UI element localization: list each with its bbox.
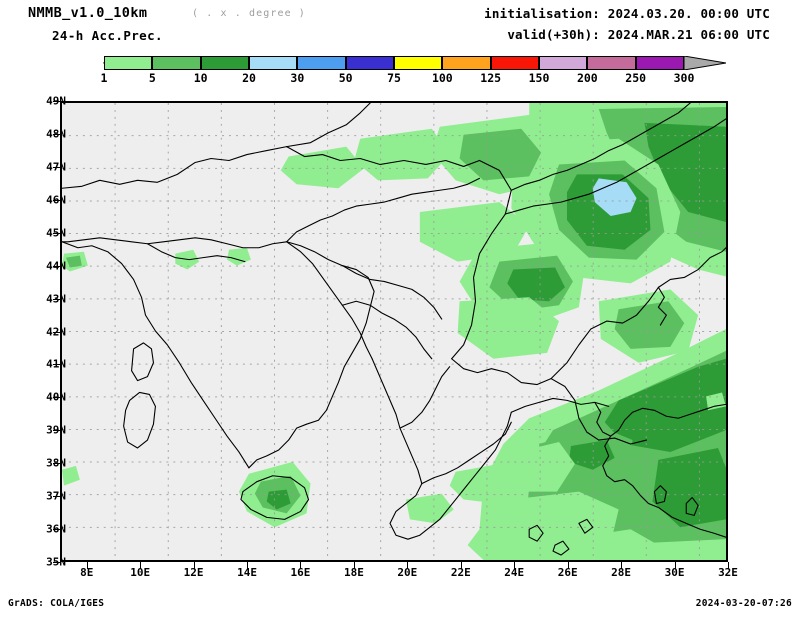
ytick-mark-47N: [53, 166, 60, 168]
colorbar-tick-30: 30: [290, 71, 305, 85]
colorbar-band-75: [394, 56, 443, 70]
colorbar-band-100: [442, 56, 491, 70]
ytick-mark-36N: [53, 529, 60, 531]
precipitation-map: [62, 103, 726, 560]
xtick-32E: 32E: [718, 566, 738, 579]
ytick-mark-46N: [53, 199, 60, 201]
valid-time: valid(+30h): 2024.MAR.21 06:00 UTC: [507, 27, 770, 42]
precip-contours: [62, 103, 726, 560]
ytick-mark-49N: [53, 101, 60, 102]
xtick-8E: 8E: [80, 566, 94, 579]
colorbar-band-250: [635, 56, 684, 70]
xtick-mark-24E: [514, 562, 516, 569]
render-timestamp: 2024-03-20-07:26: [695, 598, 792, 609]
colorbar-tick-100: 100: [431, 71, 453, 85]
xtick-mark-28E: [621, 562, 623, 569]
header-right-block: initialisation: 2024.03.20. 00:00 UTC va…: [420, 0, 800, 52]
colorbar-band-1: [104, 56, 153, 70]
ytick-mark-48N: [53, 133, 60, 135]
xtick-28E: 28E: [611, 566, 632, 579]
xtick-mark-8E: [86, 562, 88, 569]
colorbar-tick-300: 300: [673, 71, 695, 85]
colorbar-tick-200: 200: [576, 71, 598, 85]
initialisation-time: initialisation: 2024.03.20. 00:00 UTC: [484, 6, 770, 21]
xtick-14E: 14E: [237, 566, 257, 579]
colorbar-tick-250: 250: [625, 71, 647, 85]
colorbar-tick-125: 125: [480, 71, 502, 85]
colorbar-tick-5: 5: [148, 71, 156, 85]
xtick-mark-16E: [300, 562, 302, 569]
colorbar-band-5: [152, 56, 201, 70]
xtick-mark-32E: [728, 562, 729, 569]
xtick-12E: 12E: [183, 566, 204, 579]
xtick-10E: 10E: [130, 566, 151, 579]
colorbar-tick-50: 50: [338, 71, 353, 85]
coastline-overlay: [62, 103, 726, 556]
colorbar-band-10: [200, 56, 249, 70]
colorbar-tick-75: 75: [387, 71, 401, 85]
map-plot-area[interactable]: [60, 101, 728, 562]
xtick-mark-14E: [247, 562, 249, 569]
xtick-mark-26E: [567, 562, 569, 569]
xtick-30E: 30E: [664, 566, 685, 579]
colorbar-band-150: [539, 56, 588, 70]
colorbar-over-arrow: [684, 56, 726, 70]
colorbar-tick-1: 1: [100, 71, 108, 85]
colorbar-band-50: [345, 56, 394, 70]
ytick-mark-37N: [53, 496, 60, 498]
grads-credit: GrADS: COLA/IGES: [8, 598, 105, 609]
ytick-mark-45N: [53, 232, 60, 234]
xtick-mark-20E: [407, 562, 409, 569]
xtick-26E: 26E: [557, 566, 578, 579]
ytick-mark-44N: [53, 265, 60, 267]
colorbar-band-20: [249, 56, 298, 70]
colorbar-band-30: [297, 56, 346, 70]
xtick-mark-22E: [460, 562, 462, 569]
ytick-mark-39N: [53, 430, 60, 432]
colorbar-band-200: [587, 56, 636, 70]
xtick-20E: 20E: [397, 566, 418, 579]
xtick-24E: 24E: [504, 566, 525, 579]
xtick-22E: 22E: [450, 566, 471, 579]
ytick-mark-42N: [53, 331, 60, 333]
header-left-block: NMMB_v1.0_10km ( . x . degree ) 24-h Acc…: [0, 0, 420, 52]
xtick-mark-12E: [193, 562, 195, 569]
ytick-mark-38N: [53, 463, 60, 465]
ytick-mark-41N: [53, 364, 60, 366]
xtick-mark-30E: [674, 562, 676, 569]
ytick-mark-35N: [53, 562, 60, 563]
colorbar-tick-10: 10: [193, 71, 208, 85]
xtick-mark-10E: [140, 562, 142, 569]
ytick-mark-43N: [53, 298, 60, 300]
precipitation-colorbar: 1 5 10 20 30 50 75 100 125 150 200 250 300: [101, 56, 726, 85]
xtick-16E: 16E: [290, 566, 311, 579]
colorbar-tick-150: 150: [528, 71, 550, 85]
field-title: 24-h Acc.Prec.: [52, 28, 163, 43]
model-title: NMMB_v1.0_10km: [28, 5, 148, 21]
colorbar-band-125: [490, 56, 539, 70]
colorbar-tick-20: 20: [242, 71, 256, 85]
model-subtitle: ( . x . degree ): [192, 8, 306, 19]
ytick-mark-40N: [53, 397, 60, 399]
xtick-18E: 18E: [343, 566, 364, 579]
xtick-mark-18E: [353, 562, 355, 569]
